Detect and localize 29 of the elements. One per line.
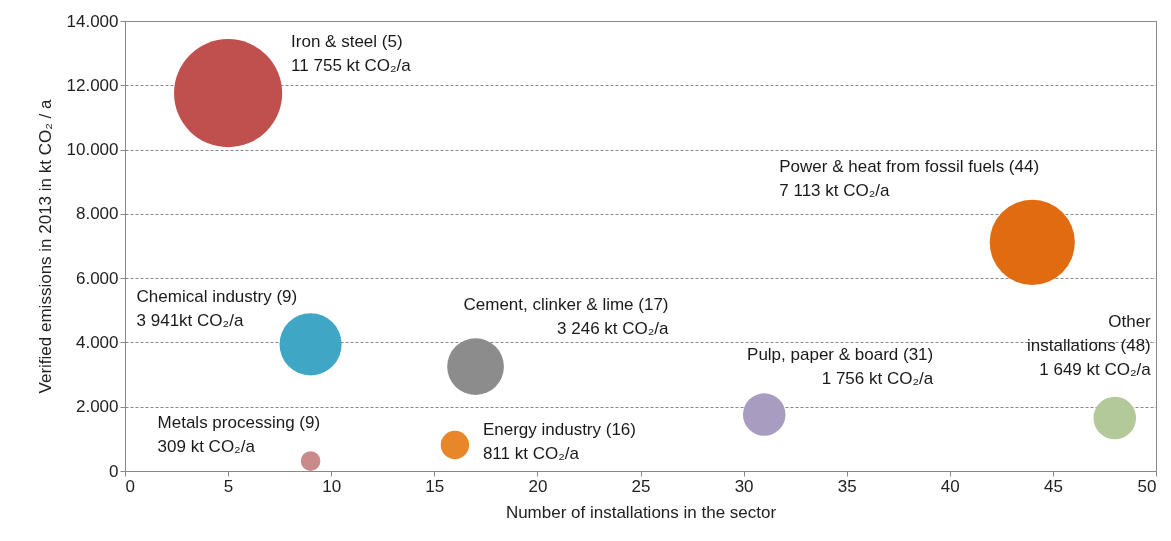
x-tick-label: 10 (322, 476, 342, 496)
x-tick-label: 0 (125, 476, 135, 496)
y-tick-label: 2.000 (75, 397, 119, 417)
y-tick-label: 0 (109, 461, 119, 481)
y-tick-label: 14.000 (66, 11, 119, 31)
annotation: Cement, clinker & lime (17) 3 246 kt CO₂/a (463, 294, 670, 338)
annotation: Chemical industry (9) 3 941kt CO₂/a (136, 287, 298, 331)
x-tick-label: 30 (734, 476, 754, 496)
y-tick-label: 4.000 (75, 332, 119, 352)
annotation: Energy industry (16) 811 kt CO₂/a (482, 419, 636, 463)
y-tick-label: 12.000 (66, 75, 119, 95)
x-axis-title: Number of installations in the sector (505, 502, 777, 522)
annotation: Iron & steel (5) 11 755 kt CO₂/a (291, 32, 412, 76)
y-tick-label: 6.000 (75, 268, 119, 288)
x-tick-label: 35 (837, 476, 857, 496)
x-tick-label: 25 (631, 476, 651, 496)
annotation: Pulp, paper & board (31) 1 756 kt CO₂/a (747, 344, 934, 388)
y-tick-label: 10.000 (66, 140, 119, 160)
x-tick-label: 40 (940, 476, 960, 496)
y-axis-title: Verified emissions in 2013 in kt CO₂ / a (35, 99, 55, 394)
x-tick-label: 20 (528, 476, 548, 496)
x-tick-label: 15 (425, 476, 445, 496)
y-tick-label: 8.000 (75, 204, 119, 224)
x-tick-label: 5 (223, 476, 234, 496)
x-tick-label: 50 (1137, 476, 1157, 496)
x-tick-label: 45 (1043, 476, 1063, 496)
annotation: Metals processing (9) 309 kt CO₂/a (157, 413, 321, 457)
annotation: Other installations (48) 1 649 kt CO₂/a (1026, 312, 1152, 379)
annotation: Power & heat from fossil fuels (44) 7 113 kt CO₂/a (779, 157, 1040, 201)
